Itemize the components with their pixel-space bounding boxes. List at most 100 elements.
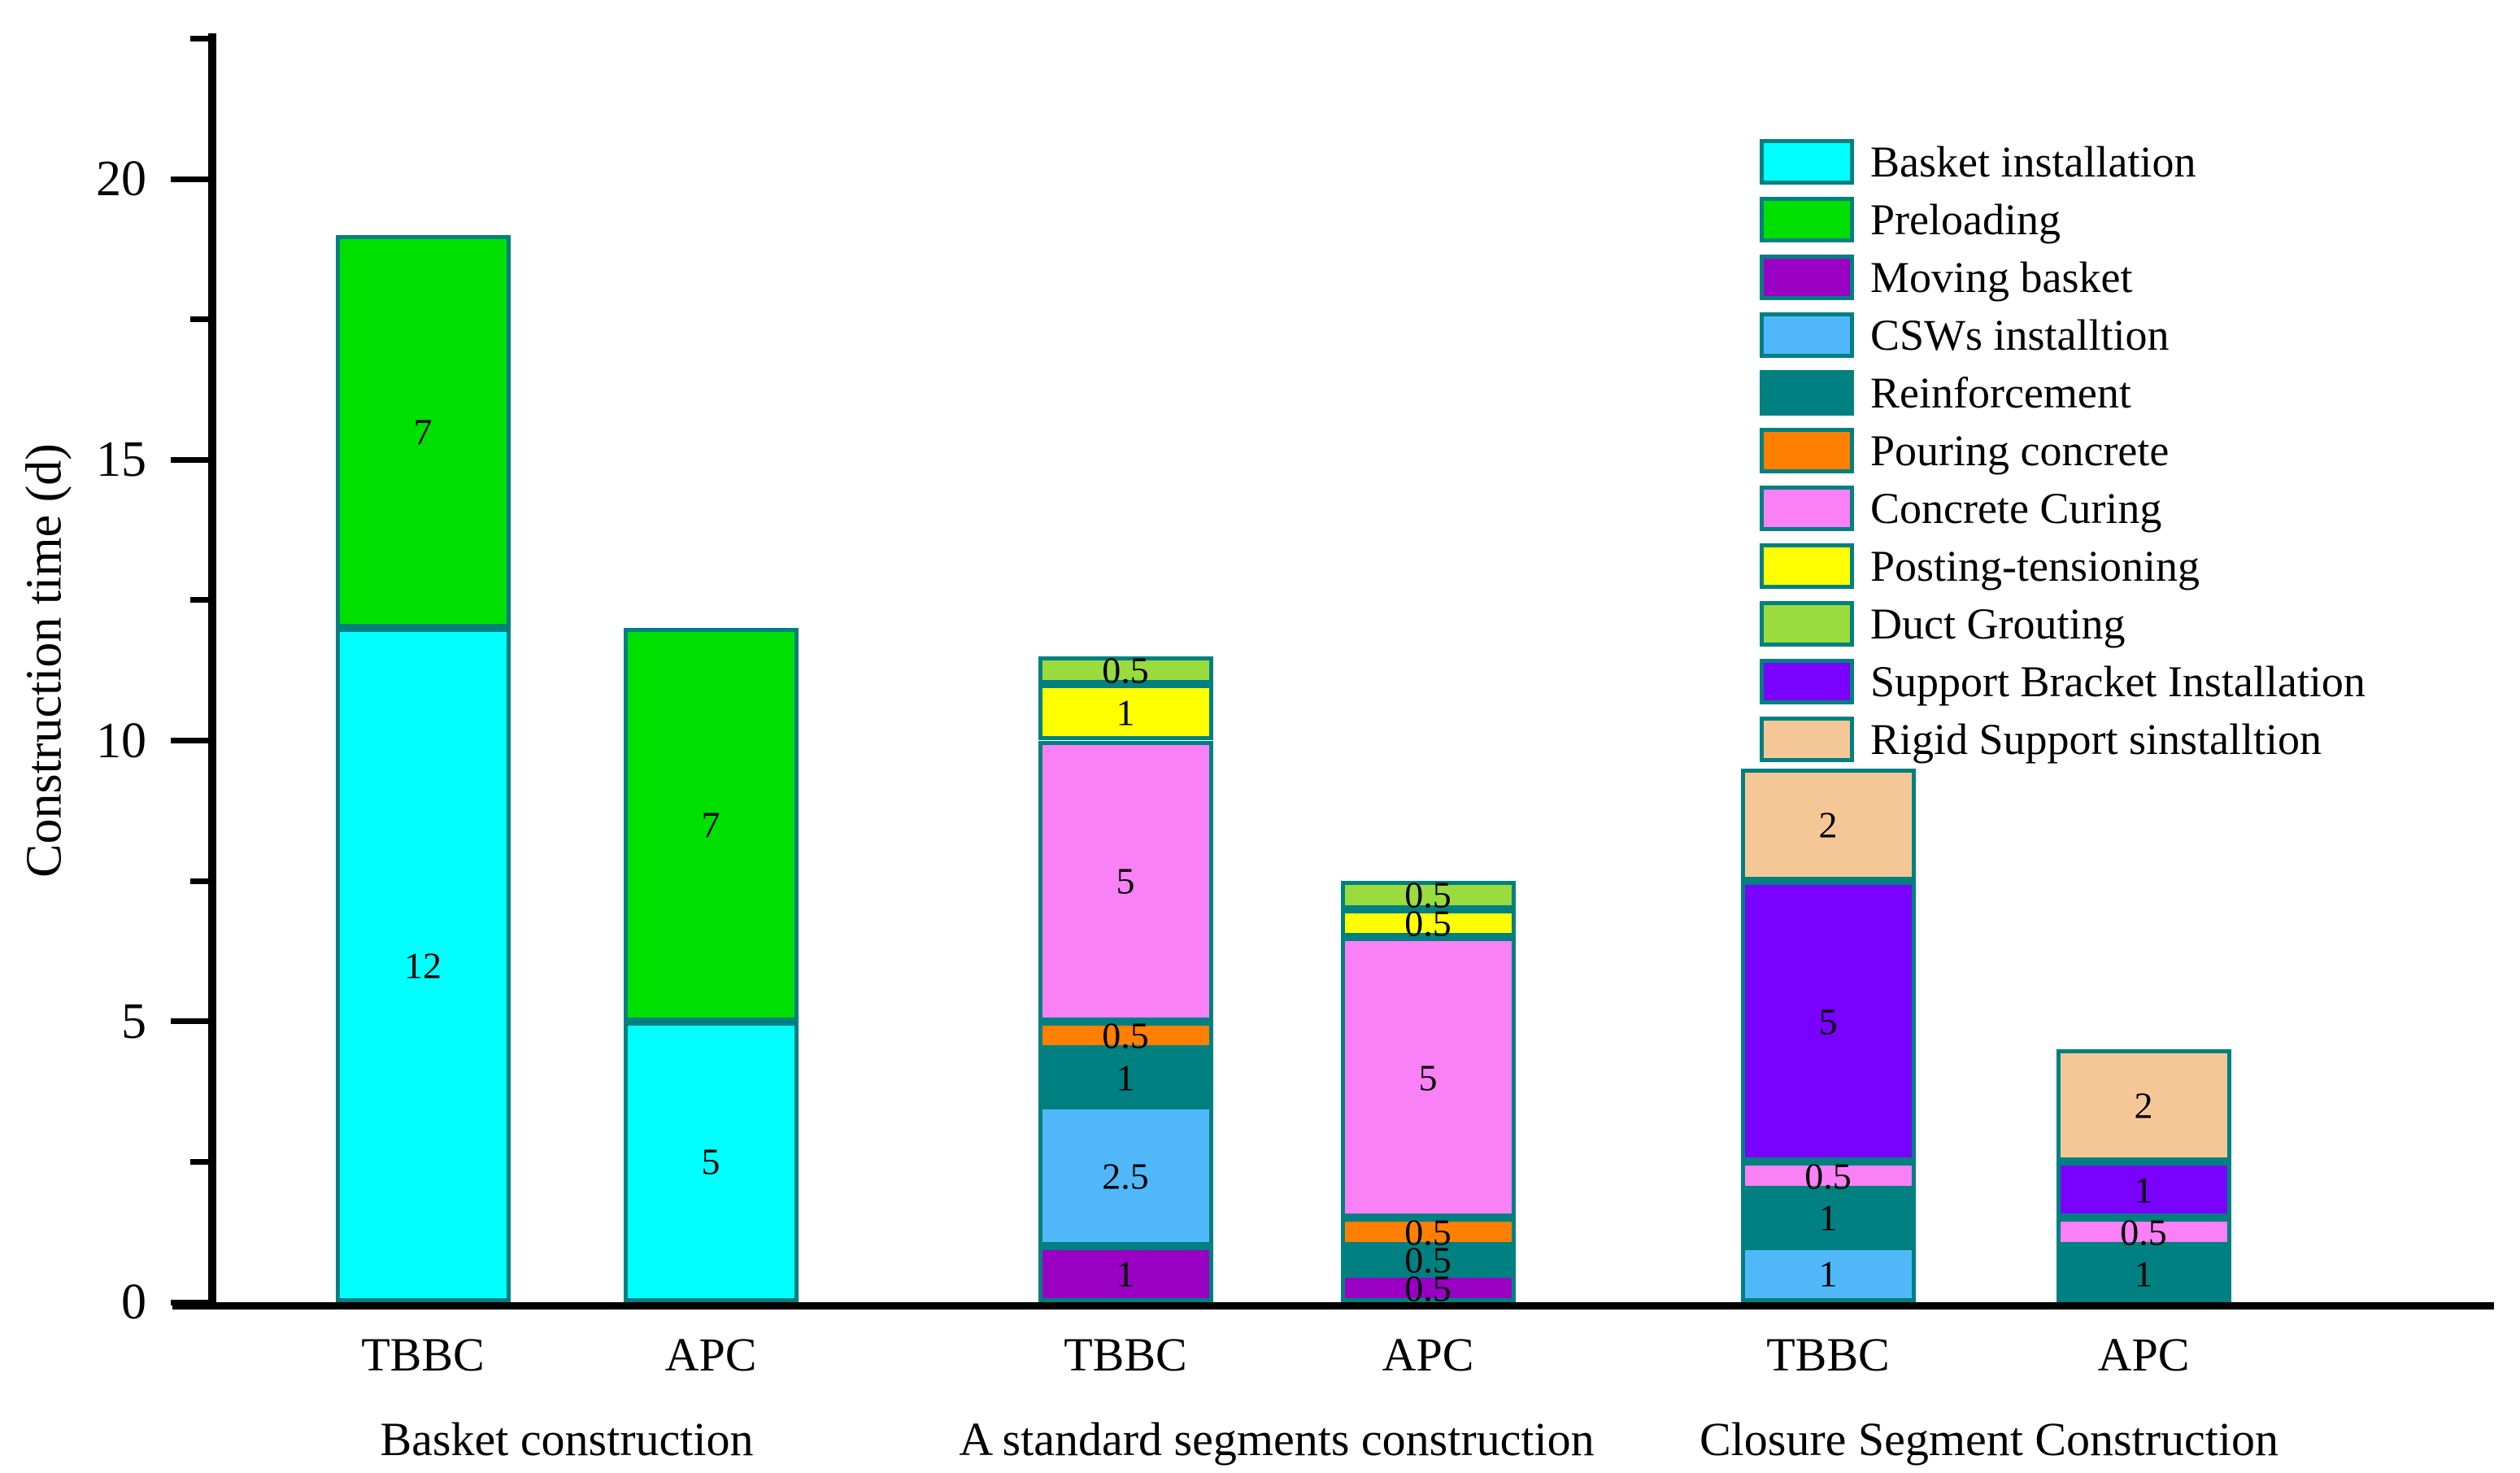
bar-segment xyxy=(1038,656,1213,685)
segment-value-label: 7 xyxy=(413,411,433,453)
y-axis-tick-label: 0 xyxy=(121,1275,146,1330)
segment-value-label: 1 xyxy=(1818,1196,1838,1239)
segment-value-label: 1 xyxy=(1116,1057,1135,1099)
segment-value-label: 0.5 xyxy=(1102,649,1149,691)
legend-item: Pouring concrete xyxy=(1760,428,2365,473)
segment-value-label: 5 xyxy=(1818,1000,1838,1043)
bar-segment xyxy=(335,628,511,1302)
y-axis-tick-label: 20 xyxy=(96,151,146,207)
legend-item: Rigid Support sinstalltion xyxy=(1760,717,2365,762)
segment-value-label: 0.5 xyxy=(2120,1211,2167,1253)
bar-segment xyxy=(1340,909,1516,938)
y-axis-major-tick xyxy=(171,738,208,743)
bar-segment xyxy=(1340,881,1516,909)
x-axis-line xyxy=(172,1302,2494,1310)
bar-segment xyxy=(1740,1189,1916,1246)
legend-item: Basket installation xyxy=(1760,139,2365,185)
segment-value-label: 1 xyxy=(1116,1253,1135,1295)
legend-swatch xyxy=(1760,255,1854,300)
legend-swatch xyxy=(1760,486,1854,531)
y-axis-title: Construction time (d) xyxy=(16,443,72,878)
group-label: Basket construction xyxy=(380,1413,754,1466)
legend-item-label: Concrete Curing xyxy=(1870,484,2162,533)
bar-segment xyxy=(1038,740,1213,1022)
x-tick-label-apc: APC xyxy=(1382,1328,1474,1381)
bar-segment xyxy=(1038,1049,1213,1106)
bar-segment xyxy=(1038,1245,1213,1302)
y-axis-minor-tick xyxy=(190,597,208,604)
bar-segment xyxy=(1340,1274,1516,1302)
legend-swatch xyxy=(1760,717,1854,762)
legend-item-label: Preloading xyxy=(1870,195,2061,244)
segment-value-label: 12 xyxy=(404,944,442,987)
bar-segment xyxy=(1038,1021,1213,1050)
bar-segment xyxy=(1340,1245,1516,1275)
legend-swatch xyxy=(1760,312,1854,358)
legend-item: Moving basket xyxy=(1760,255,2365,300)
legend-item-label: Rigid Support sinstalltion xyxy=(1870,715,2322,764)
segment-value-label: 1 xyxy=(1116,691,1135,734)
segment-value-label: 0.5 xyxy=(1102,1014,1149,1057)
bar-segment xyxy=(1740,1245,1916,1302)
legend-swatch xyxy=(1760,659,1854,704)
segment-value-label: 0.5 xyxy=(1404,1267,1452,1310)
legend-item-label: Reinforcement xyxy=(1870,368,2131,417)
bar-segment xyxy=(1740,881,1916,1162)
legend-item-label: Posting-tensioning xyxy=(1870,542,2200,591)
legend-item: Preloading xyxy=(1760,197,2365,242)
x-tick-label-apc: APC xyxy=(664,1328,757,1381)
legend-swatch xyxy=(1760,601,1854,647)
y-axis-tick-label: 10 xyxy=(96,713,146,769)
bar-segment xyxy=(623,628,799,1022)
segment-value-label: 5 xyxy=(1116,860,1135,902)
segment-value-label: 2 xyxy=(1818,804,1838,846)
legend-item: Concrete Curing xyxy=(1760,486,2365,531)
segment-value-label: 0.5 xyxy=(1404,902,1452,944)
group-label: A standard segments construction xyxy=(959,1413,1595,1466)
bar-segment xyxy=(1038,1105,1213,1246)
segment-value-label: 5 xyxy=(1418,1057,1438,1099)
group-label: Closure Segment Construction xyxy=(1699,1413,2279,1466)
bar-segment xyxy=(2056,1161,2231,1218)
legend-item: Posting-tensioning xyxy=(1760,543,2365,589)
legend-item-label: Basket installation xyxy=(1870,137,2196,186)
segment-value-label: 0.5 xyxy=(1804,1155,1852,1197)
legend-item-label: Moving basket xyxy=(1870,253,2133,302)
legend-swatch xyxy=(1760,370,1854,416)
segment-value-label: 2.5 xyxy=(1102,1155,1149,1197)
bar-segment xyxy=(623,1021,799,1302)
legend-item-label: CSWs installtion xyxy=(1870,311,2170,360)
bar-segment xyxy=(335,235,511,629)
legend-swatch xyxy=(1760,428,1854,473)
segment-value-label: 1 xyxy=(2134,1169,2153,1211)
bar-segment xyxy=(2056,1245,2231,1302)
x-tick-label-tbbc: TBBC xyxy=(361,1328,485,1381)
y-axis-major-tick xyxy=(171,1299,208,1305)
segment-value-label: 2 xyxy=(2134,1084,2153,1127)
segment-value-label: 7 xyxy=(701,804,720,846)
legend-item-label: Pouring concrete xyxy=(1870,426,2170,475)
y-axis-line xyxy=(208,33,216,1310)
bar-segment xyxy=(1740,1161,1916,1190)
segment-value-label: 1 xyxy=(2134,1253,2153,1295)
legend: Basket installation Preloading Moving bask… xyxy=(1760,139,2365,762)
bar-segment xyxy=(2056,1049,2231,1162)
segment-value-label: 0.5 xyxy=(1404,1211,1452,1253)
legend-swatch xyxy=(1760,197,1854,242)
legend-item-label: Duct Grouting xyxy=(1870,599,2126,648)
y-axis-major-tick xyxy=(171,1018,208,1025)
bar-segment xyxy=(2056,1218,2231,1246)
legend-item: Support Bracket Installation xyxy=(1760,659,2365,704)
y-axis-minor-tick xyxy=(190,878,208,884)
x-tick-label-tbbc: TBBC xyxy=(1064,1328,1187,1381)
segment-value-label: 1 xyxy=(1818,1253,1838,1295)
legend-swatch xyxy=(1760,543,1854,589)
y-axis-tick-label: 5 xyxy=(121,993,146,1049)
x-tick-label-apc: APC xyxy=(2097,1328,2190,1381)
bar-segment xyxy=(1740,769,1916,882)
bar-segment xyxy=(1340,937,1516,1218)
legend-swatch xyxy=(1760,139,1854,185)
x-tick-label-tbbc: TBBC xyxy=(1766,1328,1890,1381)
legend-item: CSWs installtion xyxy=(1760,312,2365,358)
y-axis-major-tick xyxy=(171,176,208,182)
